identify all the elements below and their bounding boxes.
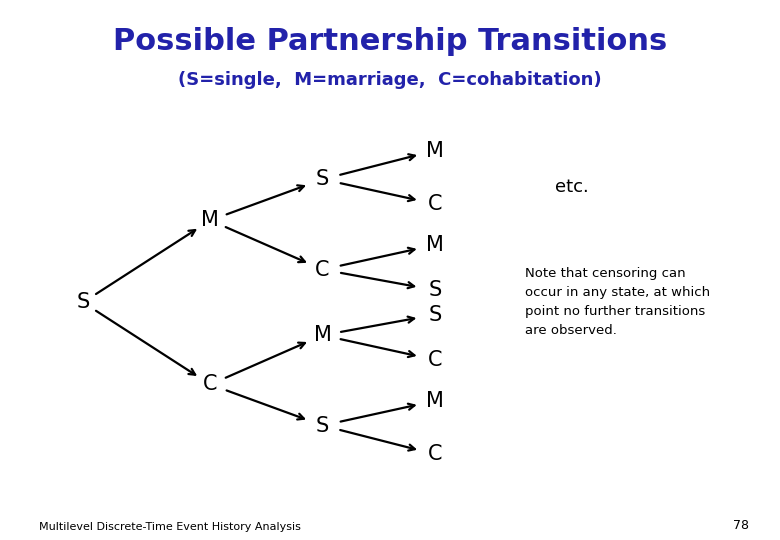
Text: S: S (316, 169, 329, 190)
Text: S: S (316, 415, 329, 436)
Text: Note that censoring can
occur in any state, at which
point no further transition: Note that censoring can occur in any sta… (525, 267, 710, 338)
Text: 78: 78 (732, 519, 749, 532)
Text: etc.: etc. (555, 179, 588, 197)
Text: C: C (203, 374, 218, 395)
Text: M: M (314, 325, 332, 345)
Text: S: S (428, 280, 441, 300)
Text: Multilevel Discrete-Time Event History Analysis: Multilevel Discrete-Time Event History A… (39, 522, 301, 532)
Text: M: M (426, 391, 444, 411)
Text: S: S (76, 292, 90, 313)
Text: (S=single,  M=marriage,  C=cohabitation): (S=single, M=marriage, C=cohabitation) (178, 71, 602, 89)
Text: C: C (427, 194, 442, 214)
Text: M: M (426, 140, 444, 160)
Text: C: C (427, 444, 442, 464)
Text: M: M (426, 235, 444, 255)
Text: C: C (427, 350, 442, 370)
Text: M: M (201, 210, 219, 231)
Text: C: C (315, 260, 330, 280)
Text: Possible Partnership Transitions: Possible Partnership Transitions (113, 27, 667, 56)
Text: S: S (428, 305, 441, 325)
